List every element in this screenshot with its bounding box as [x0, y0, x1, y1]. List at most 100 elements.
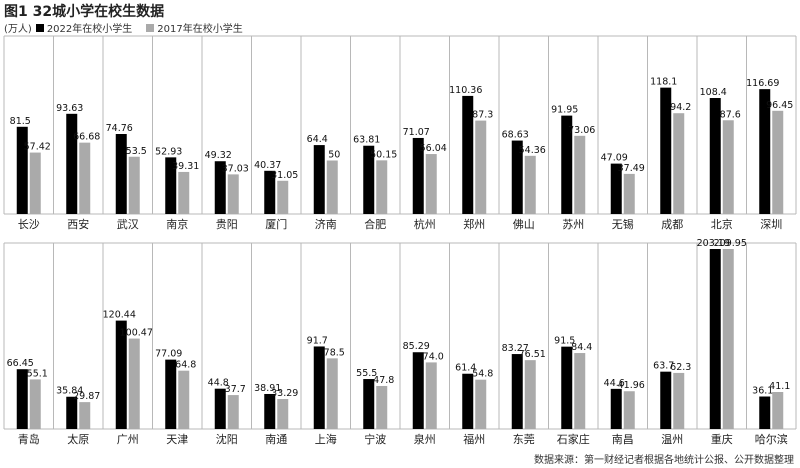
bar-2017-杭州: [425, 154, 437, 214]
bar-2022-厦门: [264, 170, 276, 214]
data-label-2017: 94.2: [670, 102, 691, 113]
bar-2017-济南: [326, 160, 338, 214]
category-label: 哈尔滨: [755, 432, 788, 446]
data-label-2017: 209.95: [714, 238, 747, 249]
bar-2022-宁波: [363, 379, 375, 429]
data-label-2022: 118.1: [650, 77, 677, 88]
bar-2022-福州: [462, 373, 474, 429]
data-label-2017: 50.15: [370, 149, 397, 160]
category-label: 南昌: [612, 433, 634, 446]
bar-2022-天津: [165, 359, 177, 429]
data-label-2017: 76.51: [519, 349, 546, 360]
category-label: 宁波: [364, 432, 386, 446]
data-label-2022: 110.36: [449, 85, 482, 96]
category-label: 天津: [166, 433, 188, 446]
category-label: 青岛: [18, 432, 40, 446]
bar-2017-成都: [673, 113, 685, 214]
bar-2022-青岛: [16, 369, 28, 429]
data-label-2022: 68.63: [502, 130, 529, 141]
bar-2017-无锡: [623, 173, 635, 214]
bar-2022-成都: [660, 87, 672, 214]
bar-2022-无锡: [610, 163, 622, 214]
data-label-2017: 100.47: [120, 328, 153, 339]
data-label-2022: 40.37: [254, 160, 281, 171]
data-label-2022: 71.07: [403, 127, 430, 138]
data-label-2022: 44.6: [604, 378, 625, 389]
data-label-2022: 38.91: [254, 383, 281, 394]
legend-swatch-2017: [146, 23, 155, 32]
data-label-2017: 37.49: [618, 163, 645, 174]
data-label-2017: 74.0: [423, 351, 444, 362]
category-label: 石家庄: [557, 432, 590, 446]
legend-item-2017: 2017年在校小学生: [146, 20, 243, 35]
bar-2022-南京: [165, 157, 177, 214]
data-label-2022: 91.5: [554, 336, 575, 347]
category-label: 泉州: [414, 432, 436, 446]
bar-2022-哈尔滨: [759, 396, 771, 429]
data-label-2017: 87.6: [720, 109, 741, 120]
bar-2022-太原: [66, 396, 78, 429]
category-label: 北京: [711, 217, 733, 231]
bar-2017-郑州: [475, 120, 487, 214]
data-label-2022: 47.09: [601, 153, 628, 164]
data-label-2022: 93.63: [56, 103, 83, 114]
bar-2022-合肥: [363, 145, 375, 214]
data-label-2017: 64.8: [175, 360, 196, 371]
bar-2017-合肥: [376, 160, 388, 214]
data-label-2022: 91.95: [551, 105, 578, 116]
data-label-2017: 41.96: [618, 380, 645, 391]
data-label-2017: 50: [328, 150, 340, 161]
bar-2017-石家庄: [574, 353, 586, 429]
data-label-2017: 55.1: [27, 368, 48, 379]
data-label-2017: 53.5: [126, 146, 147, 157]
data-label-2022: 66.45: [7, 358, 34, 369]
bar-2017-哈尔滨: [772, 392, 784, 429]
data-label-2017: 62.3: [670, 362, 691, 373]
data-label-2022: 81.5: [10, 116, 31, 127]
category-label: 武汉: [117, 218, 139, 231]
category-label: 贵阳: [216, 218, 238, 231]
bar-2017-武汉: [128, 156, 140, 214]
data-label-2017: 39.31: [172, 161, 199, 172]
bar-2022-上海: [313, 346, 325, 429]
legend-label-2017: 2017年在校小学生: [157, 24, 243, 35]
data-label-2017: 31.05: [271, 170, 298, 181]
data-label-2022: 120.44: [103, 310, 136, 321]
bar-2022-广州: [115, 320, 127, 429]
data-label-2017: 78.5: [324, 347, 345, 358]
bar-2017-苏州: [574, 135, 586, 214]
data-label-2022: 35.84: [56, 386, 83, 397]
data-label-2022: 63.81: [353, 135, 380, 146]
chart-title: 图1 32城小学在校生数据: [4, 4, 165, 20]
bar-2022-石家庄: [561, 346, 573, 429]
data-label-2022: 85.29: [403, 341, 430, 352]
bar-2017-南通: [277, 399, 289, 429]
category-label: 沈阳: [216, 432, 238, 446]
category-label: 东莞: [513, 433, 535, 446]
data-label-2017: 57.42: [24, 142, 51, 153]
bar-2017-东莞: [524, 360, 536, 429]
bar-2017-长沙: [29, 152, 41, 214]
bar-2022-南昌: [610, 388, 622, 429]
category-label: 上海: [315, 432, 337, 446]
bar-2017-北京: [722, 120, 734, 214]
category-label: 福州: [463, 432, 485, 446]
bar-2017-温州: [673, 372, 685, 429]
bar-2017-天津: [178, 370, 190, 429]
category-label: 无锡: [612, 217, 634, 231]
bar-2017-厦门: [277, 180, 289, 214]
data-label-2022: 49.32: [205, 150, 232, 161]
legend-swatch-2022: [35, 23, 44, 32]
data-label-2017: 87.3: [472, 110, 493, 121]
category-label: 杭州: [414, 217, 436, 231]
bar-2017-上海: [326, 358, 338, 429]
legend: (万人) 2022年在校小学生 2017年在校小学生: [4, 20, 257, 35]
data-label-2022: 108.4: [700, 87, 727, 98]
category-label: 南通: [265, 433, 287, 446]
data-label-2022: 74.76: [106, 123, 133, 134]
data-label-2022: 64.4: [307, 134, 328, 145]
bar-2017-南昌: [623, 391, 635, 429]
bar-2022-济南: [313, 145, 325, 214]
